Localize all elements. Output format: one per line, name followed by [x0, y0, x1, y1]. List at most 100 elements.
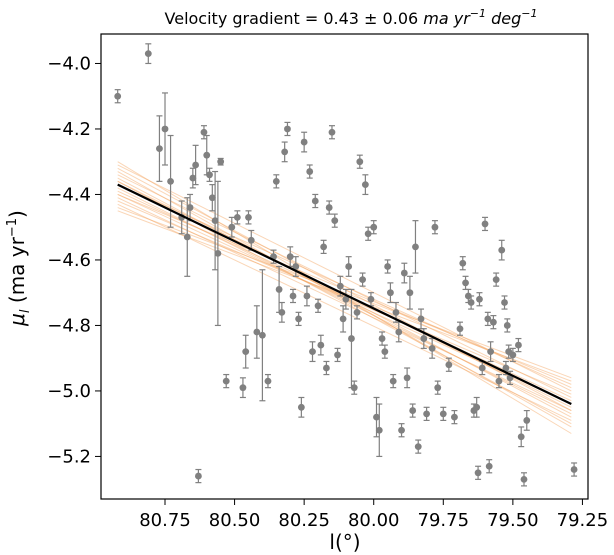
sample-line-13	[117, 203, 572, 421]
point-marker	[378, 335, 386, 342]
data-point-64	[370, 220, 378, 235]
x-tick-label: 80.25	[278, 510, 330, 531]
point-marker	[306, 168, 314, 175]
x-axis-label: l(°)	[329, 530, 360, 554]
point-marker	[345, 263, 353, 270]
sample-line-12	[117, 184, 572, 389]
data-point-24	[247, 229, 255, 251]
data-point-14	[208, 184, 216, 212]
point-marker	[320, 243, 328, 251]
data-point-86	[434, 380, 442, 395]
point-marker	[311, 197, 319, 205]
point-marker	[272, 177, 280, 185]
data-point-31	[278, 301, 286, 323]
point-marker	[439, 410, 447, 418]
data-point-54	[342, 288, 350, 310]
data-point-108	[501, 295, 508, 310]
title-units: ma yr	[423, 9, 471, 28]
point-marker	[309, 348, 316, 356]
data-point-19	[228, 216, 236, 238]
data-point-79	[412, 220, 419, 274]
point-marker	[414, 443, 422, 451]
data-point-11	[200, 125, 208, 140]
data-point-20	[233, 210, 241, 225]
point-marker	[502, 364, 510, 372]
point-marker	[485, 462, 493, 470]
sample-line-11	[117, 164, 572, 392]
data-point-58	[353, 305, 361, 320]
point-marker	[476, 295, 483, 303]
point-marker	[208, 194, 216, 202]
point-marker	[515, 341, 522, 349]
point-marker	[281, 148, 289, 156]
point-marker	[348, 335, 355, 342]
point-marker	[403, 374, 411, 382]
data-point-89	[451, 409, 458, 425]
point-marker	[381, 348, 389, 356]
point-marker	[275, 286, 283, 293]
point-marker	[389, 377, 397, 385]
plot-frame	[100, 33, 589, 500]
data-point-114	[515, 337, 522, 353]
y-axis-label: μl (ma yr−1)	[5, 210, 33, 327]
x-tick-label: 80.00	[348, 510, 400, 531]
data-point-26	[259, 269, 266, 402]
point-marker	[517, 433, 525, 441]
data-point-40	[303, 285, 311, 307]
y-tick-label: −4.4	[47, 184, 91, 205]
point-marker	[314, 302, 322, 310]
point-marker	[489, 318, 497, 326]
data-point-118	[570, 462, 578, 477]
data-point-42	[309, 341, 316, 363]
data-point-45	[317, 334, 325, 356]
point-marker	[264, 377, 272, 385]
point-marker	[387, 289, 394, 297]
data-point-2	[156, 115, 163, 182]
point-marker	[428, 344, 436, 352]
point-marker	[200, 128, 208, 136]
data-point-83	[423, 406, 430, 422]
x-axis-ticks: 80.75 80.50 80.25 80.00 79.75 79.50 79.25	[139, 499, 608, 531]
point-marker	[373, 413, 380, 421]
data-point-55	[345, 256, 353, 277]
point-marker	[459, 259, 467, 267]
y-label-main: μ	[5, 313, 29, 327]
title-exp-2: −1	[521, 7, 537, 20]
data-point-117	[523, 409, 531, 431]
point-marker	[292, 263, 300, 270]
data-point-78	[409, 403, 417, 418]
point-marker	[186, 204, 194, 211]
x-tick-label: 79.75	[418, 510, 470, 531]
data-point-1	[144, 43, 152, 65]
point-marker	[364, 230, 372, 238]
point-marker	[478, 364, 486, 372]
data-point-94	[467, 295, 475, 310]
point-marker	[370, 223, 378, 231]
point-marker	[342, 295, 350, 303]
data-point-115	[517, 426, 525, 448]
data-point-102	[485, 459, 493, 474]
x-tick-label: 79.50	[487, 510, 539, 531]
point-marker	[420, 335, 428, 342]
point-marker	[412, 243, 419, 251]
plot-area	[100, 33, 589, 500]
data-point-53	[339, 305, 347, 333]
data-point-60	[359, 272, 366, 287]
data-point-61	[361, 174, 369, 196]
point-marker	[278, 308, 286, 316]
data-point-97	[474, 465, 482, 480]
data-point-75	[400, 262, 408, 284]
point-marker	[361, 181, 369, 189]
point-marker	[114, 92, 122, 100]
point-marker	[328, 128, 336, 136]
point-marker	[523, 417, 531, 424]
point-marker	[356, 158, 364, 166]
point-marker	[192, 161, 200, 169]
data-point-23	[245, 210, 252, 225]
point-marker	[353, 308, 361, 316]
title-deg: deg	[486, 9, 521, 28]
data-point-46	[320, 239, 328, 255]
data-point-59	[356, 154, 364, 169]
data-point-29	[272, 174, 280, 189]
point-marker	[350, 384, 358, 392]
